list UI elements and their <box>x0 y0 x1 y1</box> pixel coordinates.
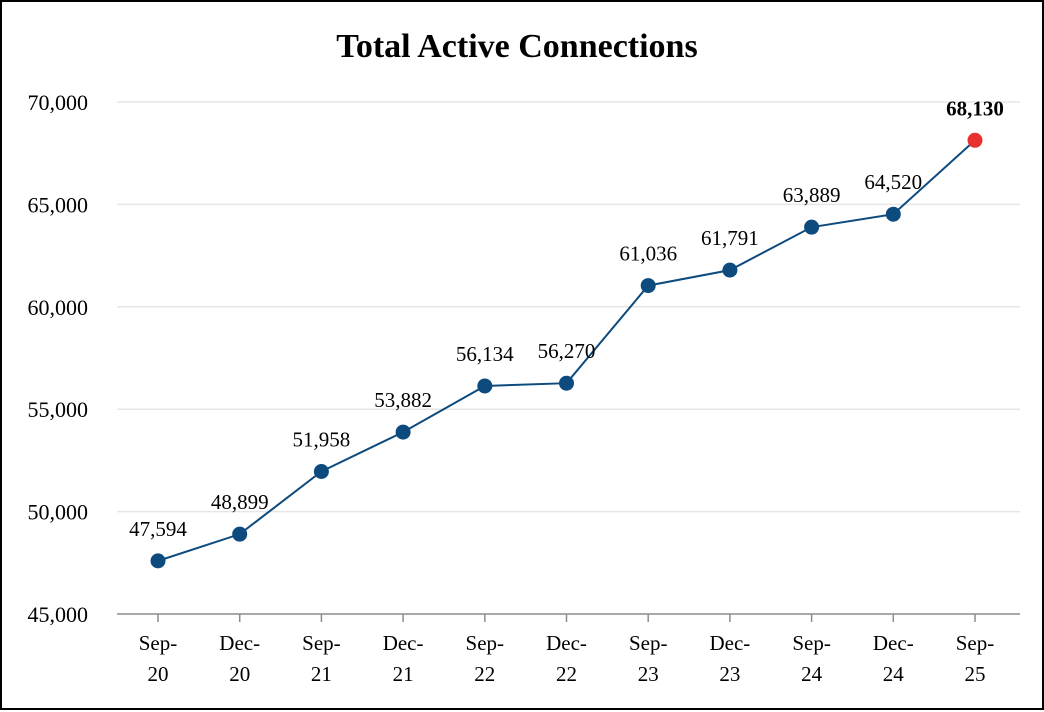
data-label: 61,791 <box>701 226 759 250</box>
y-tick-label: 65,000 <box>28 192 89 217</box>
y-tick-label: 45,000 <box>28 602 89 627</box>
data-label: 61,036 <box>619 242 677 266</box>
x-tick-label: Sep-24 <box>792 631 831 686</box>
y-axis: 45,000 50,000 55,000 60,000 65,000 70,000 <box>28 90 89 627</box>
data-label: 47,594 <box>129 517 187 541</box>
highlight-point <box>967 132 983 148</box>
x-tick-label: Dec-23 <box>709 631 750 686</box>
x-tick-label: Dec-20 <box>219 631 260 686</box>
data-label: 56,270 <box>538 339 596 363</box>
data-label: 51,958 <box>293 428 351 452</box>
data-point <box>477 378 493 394</box>
data-point <box>150 553 166 569</box>
x-tick-label: Dec-21 <box>383 631 424 686</box>
data-point <box>313 464 329 480</box>
data-labels: 47,594 48,899 51,958 53,882 56,134 56,270 61,0… <box>129 96 1004 541</box>
x-tick-label: Dec-22 <box>546 631 587 686</box>
y-tick-label: 60,000 <box>28 295 89 320</box>
data-label: 68,130 <box>946 96 1004 120</box>
data-point <box>395 424 411 440</box>
data-label: 48,899 <box>211 490 269 514</box>
y-tick-label: 70,000 <box>28 90 89 115</box>
data-point <box>722 262 738 278</box>
data-label: 64,520 <box>864 170 922 194</box>
gridlines <box>117 101 1020 513</box>
data-point <box>885 206 901 222</box>
chart-title: Total Active Connections <box>336 28 697 65</box>
x-tick-label: Sep-21 <box>302 631 341 686</box>
x-tick-label: Dec-24 <box>873 631 914 686</box>
series-connections <box>150 132 983 569</box>
data-point <box>804 219 820 235</box>
data-label: 53,882 <box>374 388 432 412</box>
data-label: 63,889 <box>783 183 841 207</box>
x-tick-label: Sep-20 <box>139 631 178 686</box>
data-point <box>640 278 656 294</box>
x-axis: Sep-20 Dec-20 Sep-21 Dec-21 Sep-22 Dec-22 Sep-… <box>117 613 1020 686</box>
y-tick-label: 50,000 <box>28 500 89 525</box>
data-label: 56,134 <box>456 342 514 366</box>
y-tick-label: 55,000 <box>28 397 89 422</box>
x-tick-label: Sep-23 <box>629 631 668 686</box>
x-tick-label: Sep-25 <box>956 631 995 686</box>
x-tick-label: Sep-22 <box>466 631 505 686</box>
data-point <box>232 526 248 542</box>
data-point <box>559 375 574 391</box>
